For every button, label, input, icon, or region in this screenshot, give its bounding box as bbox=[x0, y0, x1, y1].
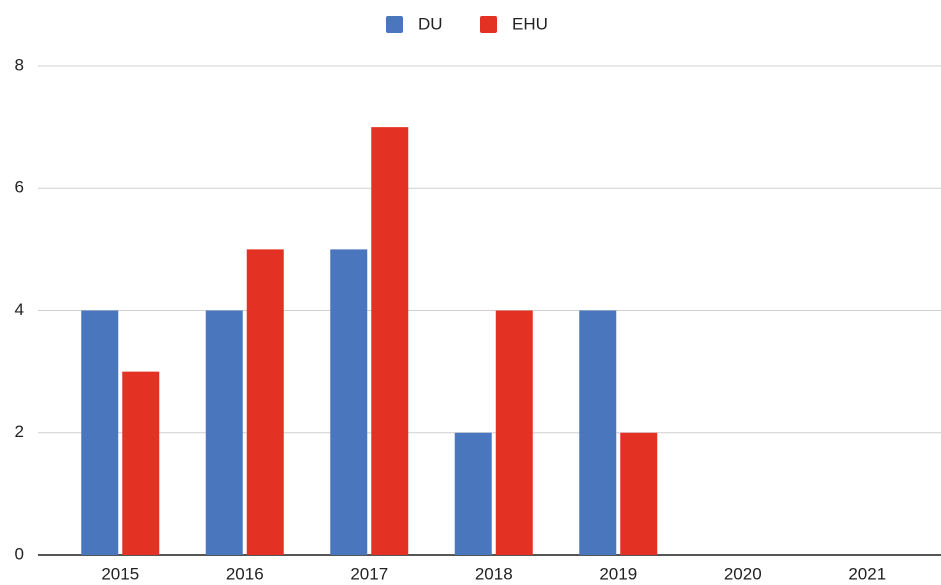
bar bbox=[122, 371, 160, 555]
legend-swatch bbox=[480, 16, 497, 33]
x-tick-label: 2016 bbox=[226, 564, 264, 583]
x-tick-label: 2015 bbox=[101, 564, 139, 583]
y-tick-label: 6 bbox=[15, 178, 24, 197]
legend-label: EHU bbox=[512, 14, 548, 33]
legend-swatch bbox=[386, 16, 403, 33]
x-tick-label: 2019 bbox=[599, 564, 637, 583]
y-tick-label: 2 bbox=[15, 422, 24, 441]
x-tick-label: 2021 bbox=[848, 564, 886, 583]
bar bbox=[495, 310, 533, 555]
y-tick-label: 0 bbox=[15, 544, 24, 563]
y-tick-label: 4 bbox=[15, 300, 24, 319]
bar bbox=[330, 249, 368, 555]
bar bbox=[371, 127, 409, 555]
bar bbox=[205, 310, 243, 555]
bar bbox=[579, 310, 617, 555]
bar bbox=[454, 432, 492, 555]
bar bbox=[620, 432, 658, 555]
bar bbox=[81, 310, 119, 555]
legend-label: DU bbox=[418, 14, 443, 33]
y-tick-label: 8 bbox=[15, 55, 24, 74]
x-tick-label: 2017 bbox=[350, 564, 388, 583]
bar bbox=[246, 249, 284, 555]
x-tick-label: 2018 bbox=[475, 564, 513, 583]
x-tick-label: 2020 bbox=[724, 564, 762, 583]
